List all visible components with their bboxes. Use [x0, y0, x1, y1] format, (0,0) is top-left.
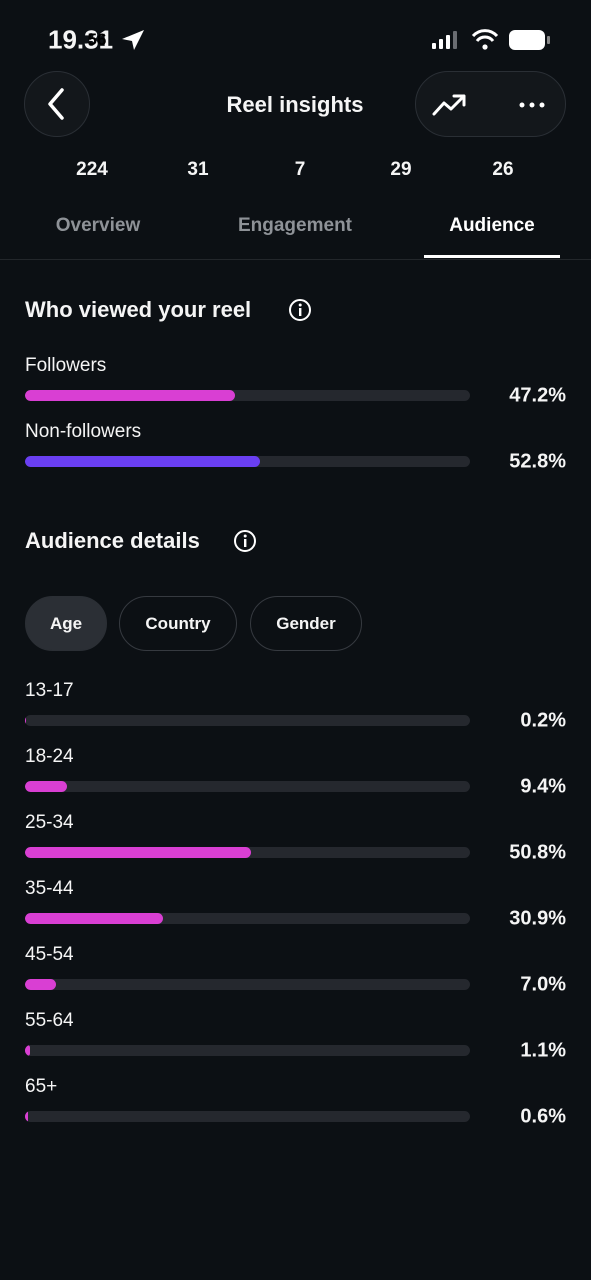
bar-fill [25, 1111, 28, 1122]
bar-label: 13-17 [25, 680, 74, 701]
status-time: 19.31 [48, 24, 114, 55]
stat-value: 224 [76, 159, 108, 180]
bar-label: 25-34 [25, 812, 74, 833]
bar-value: 0.6% [520, 1105, 566, 1128]
bar-track [25, 913, 470, 924]
back-icon [48, 88, 64, 120]
bar-track [25, 1045, 470, 1056]
stat-value: 7 [294, 159, 306, 180]
stat-value: 29 [390, 159, 412, 180]
tab[interactable]: Audience [449, 215, 535, 236]
stat-value: 31 [187, 159, 209, 180]
tab-divider [0, 259, 591, 260]
bar-fill [25, 1045, 30, 1056]
info-icon[interactable] [233, 529, 257, 553]
bar-fill [25, 781, 67, 792]
status-icons [432, 29, 550, 50]
bar-track [25, 979, 470, 990]
stat-value: 26 [492, 159, 514, 180]
bar-value: 1.1% [520, 1039, 566, 1062]
bar-track [25, 781, 470, 792]
tab[interactable]: Engagement [237, 215, 353, 236]
bar-label: Non-followers [25, 421, 142, 442]
info-icon[interactable] [288, 298, 312, 322]
bar-label: 65+ [25, 1076, 58, 1097]
bar-track [25, 390, 470, 401]
filter-chip[interactable]: Gender [250, 596, 362, 651]
bar-value: 47.2% [509, 384, 566, 407]
bar-value: 52.8% [509, 450, 566, 473]
back-button[interactable] [24, 71, 90, 137]
bar-fill [25, 913, 163, 924]
bar-label: 55-64 [25, 1010, 74, 1031]
bar-value: 9.4% [520, 775, 566, 798]
bar-label: Followers [25, 355, 107, 376]
more-button[interactable] [516, 97, 548, 113]
bar-value: 0.2% [520, 709, 566, 732]
bar-label: 45-54 [25, 944, 74, 965]
bar-fill [25, 456, 260, 467]
filter-chip[interactable]: Age [25, 596, 107, 651]
section-title: Who viewed your reel [25, 297, 252, 322]
filter-chip[interactable]: Country [119, 596, 237, 651]
bar-value: 7.0% [520, 973, 566, 996]
tab[interactable]: Overview [55, 215, 141, 236]
bar-fill [25, 390, 236, 401]
bar-track [25, 847, 470, 858]
bar-fill [25, 715, 26, 726]
battery-level: 56 [87, 30, 107, 49]
header-title: Reel insights [226, 92, 364, 117]
header-actions [415, 71, 566, 137]
bar-value: 50.8% [509, 841, 566, 864]
tab-indicator [424, 255, 560, 258]
location-icon [122, 30, 144, 50]
bar-track [25, 456, 470, 467]
bar-value: 30.9% [509, 907, 566, 930]
bar-track [25, 1111, 470, 1122]
bar-fill [25, 979, 57, 990]
trend-button[interactable] [430, 90, 470, 120]
section-title: Audience details [25, 528, 200, 553]
bar-track [25, 715, 470, 726]
bar-label: 18-24 [25, 746, 74, 767]
bar-fill [25, 847, 252, 858]
bar-label: 35-44 [25, 878, 74, 899]
